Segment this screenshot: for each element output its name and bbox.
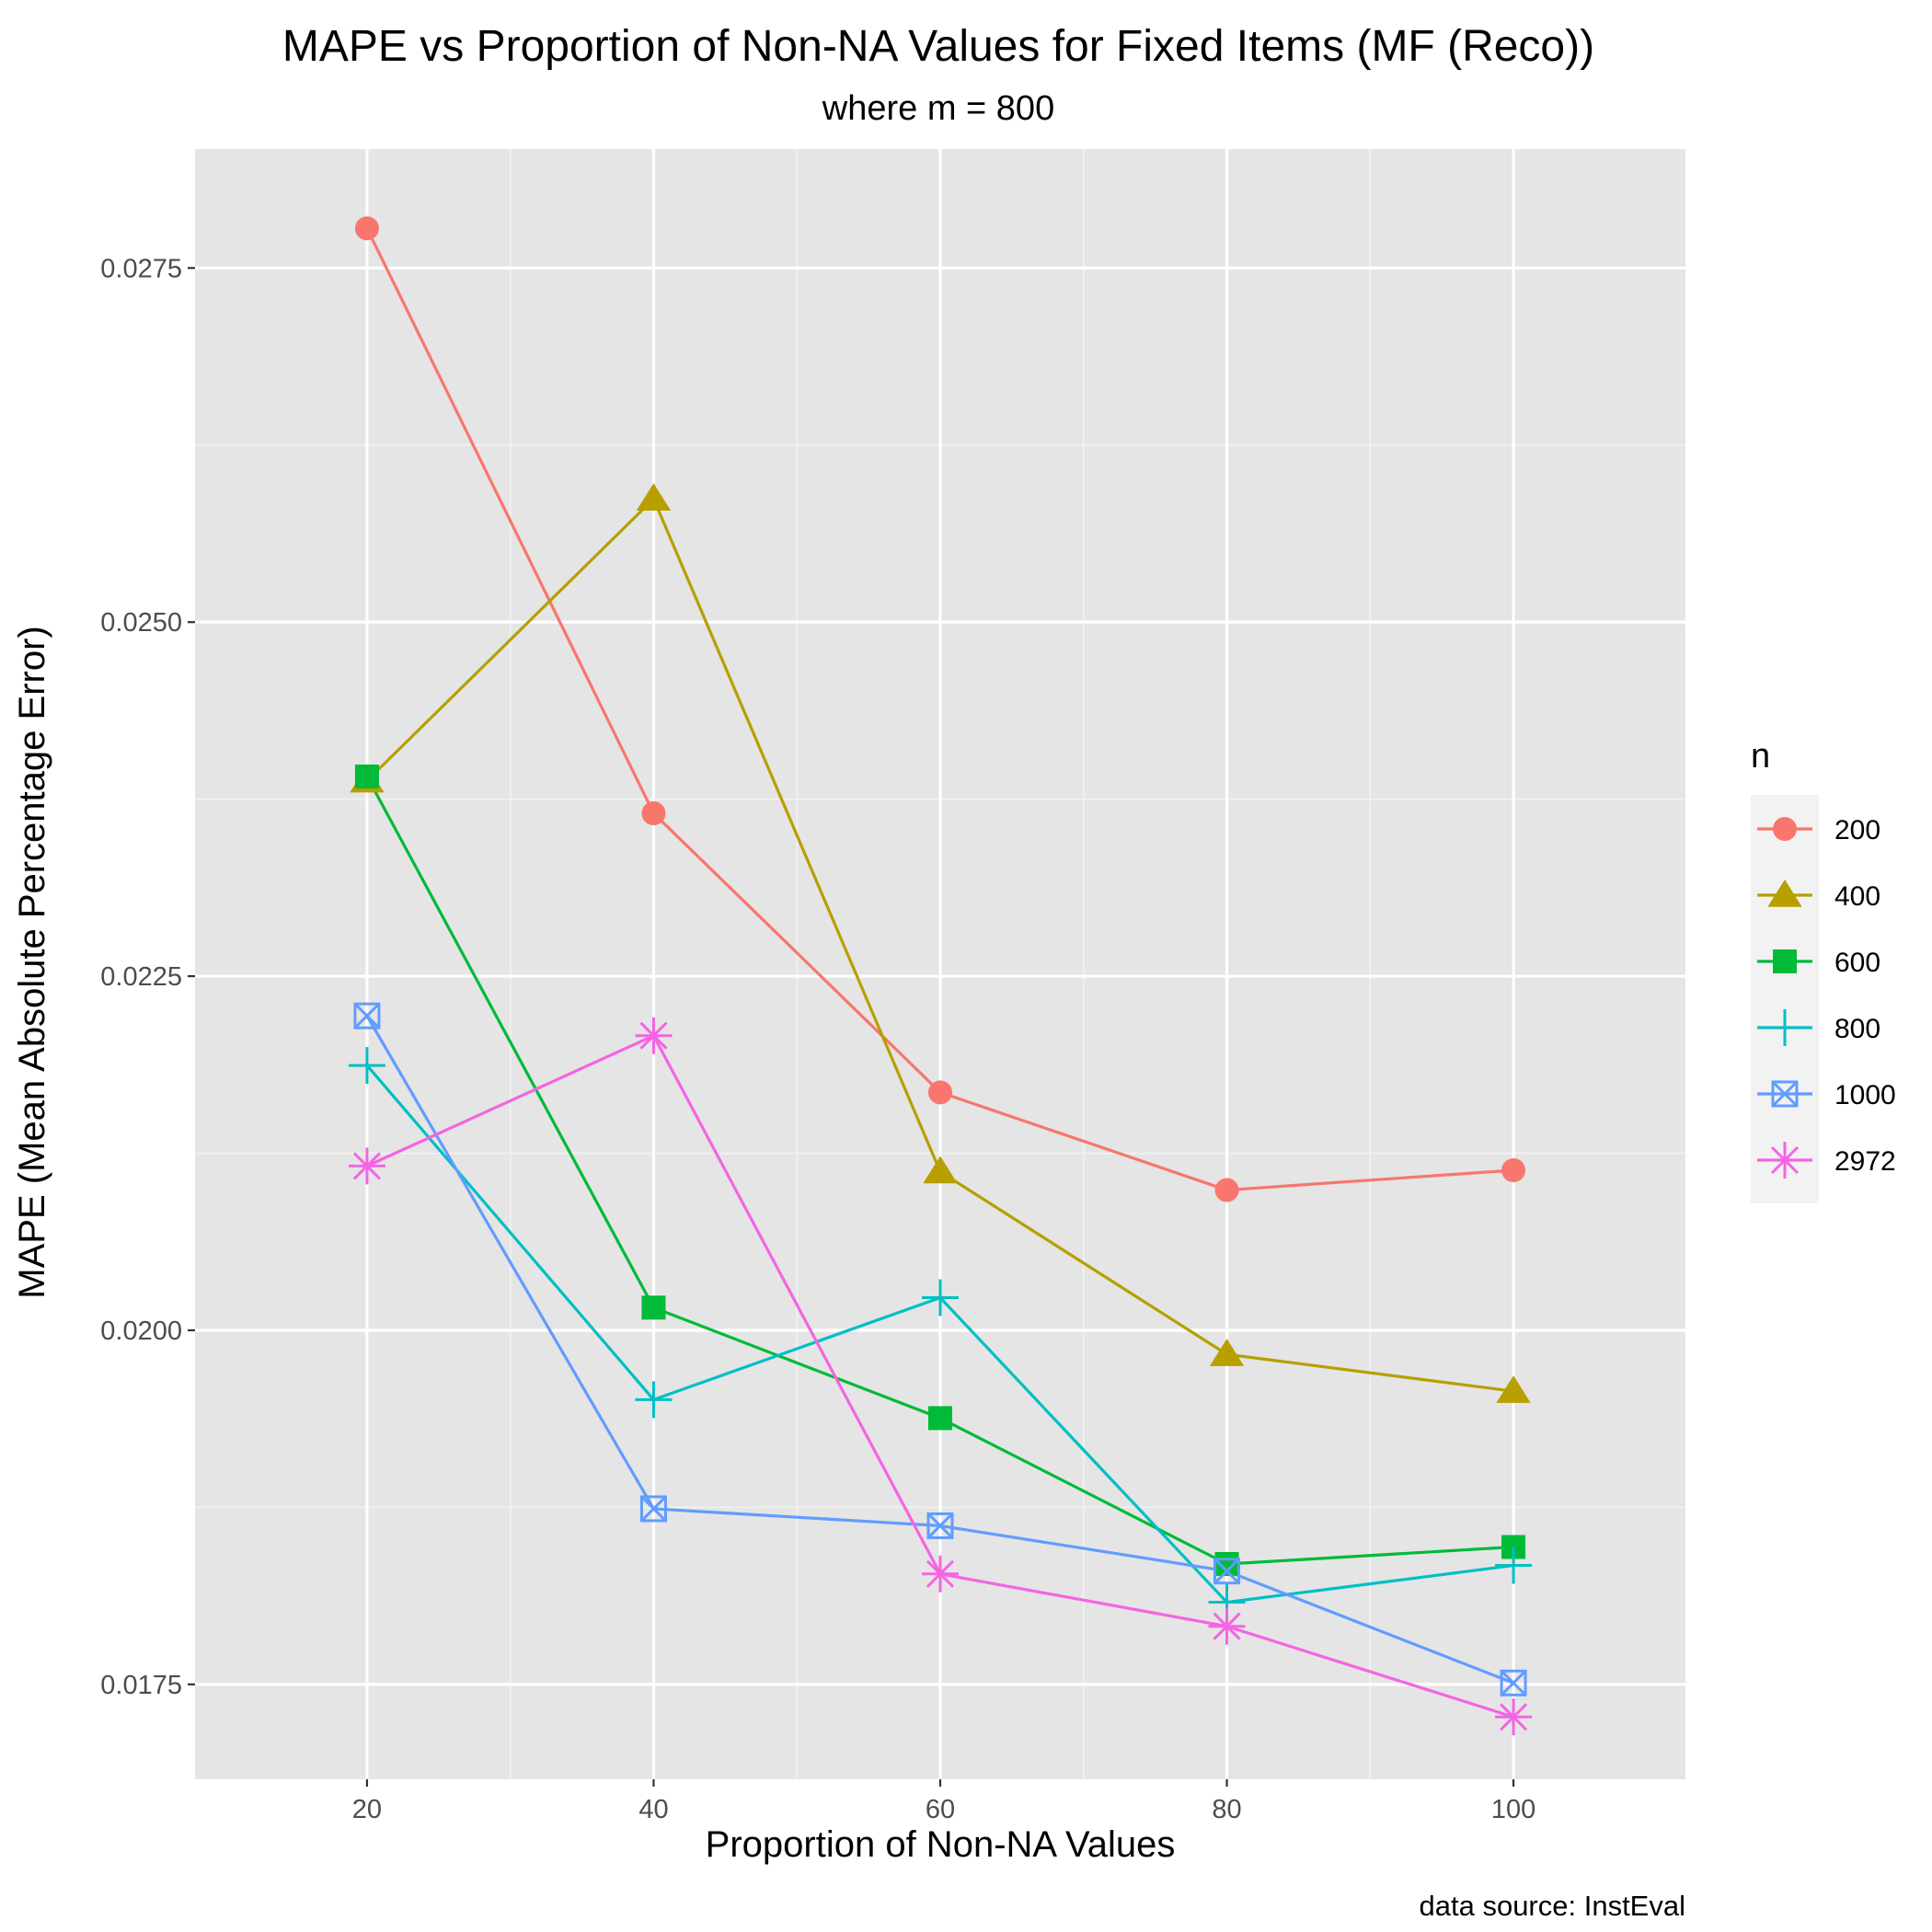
y-tick-label: 0.0250 (100, 608, 182, 638)
data-point-800 (1495, 1547, 1533, 1584)
chart-subtitle: where m = 800 (822, 89, 1054, 128)
x-axis-title: Proportion of Non-NA Values (706, 1824, 1176, 1865)
legend-label: 200 (1834, 815, 1880, 845)
y-axis: 0.0175 0.0200 0.0225 0.0250 0.0275 (100, 254, 195, 1700)
data-point-200 (641, 801, 666, 826)
y-axis-title: MAPE (Mean Absolute Percentage Error) (12, 626, 52, 1298)
data-point-400 (923, 1156, 958, 1184)
data-point-1000 (639, 1495, 667, 1523)
legend: n 200 400 600 800 1000 2972 (1751, 737, 1896, 1203)
legend-key-background (1751, 795, 1819, 1203)
data-point-2972 (635, 1017, 673, 1054)
legend-key-marker (1773, 949, 1797, 973)
legend-item-200: 200 (1757, 815, 1880, 845)
major-gridlines (195, 149, 1685, 1779)
data-point-600 (354, 765, 379, 789)
series-points (348, 216, 1533, 1736)
legend-label: 400 (1834, 881, 1880, 912)
y-tick-label: 0.0175 (100, 1671, 182, 1700)
legend-item-400: 400 (1757, 880, 1880, 912)
x-tick-label: 60 (926, 1795, 955, 1824)
data-point-1000 (353, 1002, 381, 1029)
legend-label: 1000 (1834, 1080, 1896, 1110)
data-point-200 (1501, 1158, 1526, 1183)
data-point-200 (1214, 1178, 1239, 1202)
legend-key-marker (1771, 1080, 1799, 1108)
data-point-2972 (1208, 1607, 1246, 1645)
x-tick-label: 80 (1212, 1795, 1241, 1824)
legend-item-800: 800 (1757, 1009, 1880, 1046)
data-point-2972 (348, 1147, 385, 1185)
data-point-2972 (1495, 1698, 1533, 1736)
legend-key-marker (1766, 1142, 1803, 1179)
legend-label: 600 (1834, 948, 1880, 978)
y-tick-label: 0.0200 (100, 1317, 182, 1346)
data-point-1000 (1500, 1669, 1527, 1696)
legend-item-600: 600 (1757, 948, 1880, 978)
data-point-2972 (922, 1555, 959, 1593)
chart-title: MAPE vs Proportion of Non-NA Values for … (282, 22, 1594, 71)
legend-key-marker (1767, 880, 1802, 907)
x-axis: 20 40 60 80 100 (352, 1779, 1535, 1824)
data-point-200 (928, 1080, 952, 1105)
legend-title: n (1751, 737, 1770, 776)
legend-key-marker (1773, 817, 1797, 841)
data-point-200 (354, 216, 379, 241)
legend-item-2972: 2972 (1757, 1142, 1896, 1179)
x-tick-label: 100 (1491, 1795, 1535, 1824)
data-point-1000 (926, 1512, 954, 1539)
y-tick-label: 0.0225 (100, 962, 182, 992)
data-point-800 (635, 1381, 673, 1419)
data-point-400 (1209, 1339, 1245, 1366)
x-tick-label: 20 (352, 1795, 382, 1824)
data-point-800 (922, 1279, 959, 1317)
data-point-600 (928, 1406, 952, 1431)
data-point-400 (636, 483, 672, 512)
y-tick-label: 0.0275 (100, 254, 182, 283)
legend-key-marker (1766, 1009, 1803, 1046)
legend-item-1000: 1000 (1757, 1080, 1896, 1110)
chart-caption: data source: InstEval (1420, 1890, 1686, 1922)
data-point-400 (1496, 1375, 1531, 1403)
data-point-1000 (1213, 1558, 1241, 1585)
legend-label: 800 (1834, 1014, 1880, 1044)
legend-label: 2972 (1834, 1146, 1896, 1177)
data-point-800 (348, 1047, 385, 1085)
data-point-600 (641, 1295, 666, 1320)
x-tick-label: 40 (638, 1795, 668, 1824)
